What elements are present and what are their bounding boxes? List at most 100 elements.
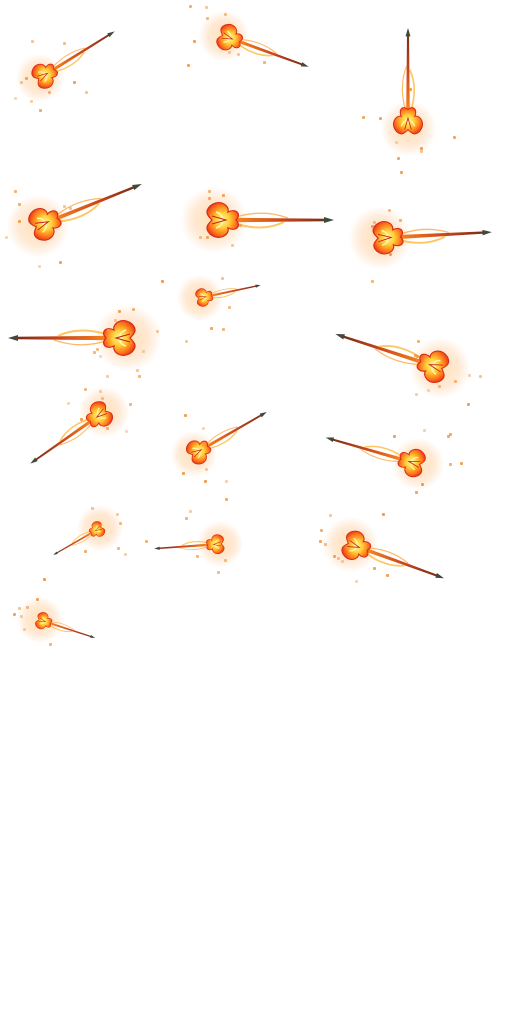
ember-spark bbox=[5, 236, 8, 239]
ember-spark bbox=[142, 350, 145, 353]
ember-spark bbox=[416, 355, 419, 358]
ember-spark bbox=[189, 510, 192, 513]
ember-spark bbox=[420, 150, 423, 153]
ember-spark bbox=[38, 265, 41, 268]
ember-spark bbox=[319, 540, 322, 543]
ember-spark bbox=[371, 280, 374, 283]
flaming-staff-icon bbox=[338, 527, 450, 593]
ember-spark bbox=[225, 498, 228, 501]
ember-spark bbox=[371, 225, 374, 228]
ember-spark bbox=[217, 571, 220, 574]
ember-spark bbox=[203, 443, 206, 446]
flaming-staff-icon bbox=[152, 533, 226, 559]
ember-spark bbox=[388, 209, 391, 212]
ember-spark bbox=[69, 207, 72, 210]
ember-spark bbox=[447, 435, 450, 438]
ember-spark bbox=[415, 491, 418, 494]
ember-spark bbox=[184, 414, 187, 417]
ember-spark bbox=[400, 171, 403, 174]
ember-spark bbox=[138, 375, 141, 378]
ember-spark bbox=[324, 543, 327, 546]
ember-spark bbox=[91, 507, 94, 510]
ember-spark bbox=[124, 553, 127, 556]
ember-spark bbox=[26, 606, 29, 609]
ember-spark bbox=[460, 462, 463, 465]
ember-spark bbox=[199, 236, 202, 239]
ember-spark bbox=[23, 628, 26, 631]
ember-spark bbox=[222, 328, 225, 331]
ember-spark bbox=[399, 219, 402, 222]
ember-spark bbox=[20, 615, 23, 618]
ember-spark bbox=[39, 109, 42, 112]
ember-spark bbox=[18, 220, 21, 223]
flaming-staff-icon bbox=[321, 423, 429, 480]
ember-spark bbox=[438, 385, 441, 388]
flaming-staff-icon bbox=[205, 201, 335, 239]
ember-spark bbox=[63, 205, 66, 208]
ember-spark bbox=[205, 6, 208, 9]
ember-spark bbox=[362, 116, 365, 119]
ember-spark bbox=[14, 97, 17, 100]
ember-spark bbox=[202, 427, 205, 430]
ember-spark bbox=[116, 513, 119, 516]
ember-spark bbox=[118, 310, 121, 313]
ember-spark bbox=[80, 418, 83, 421]
ember-spark bbox=[156, 330, 159, 333]
ember-spark bbox=[231, 244, 234, 247]
ember-spark bbox=[210, 327, 213, 330]
ember-spark bbox=[101, 397, 104, 400]
ember-spark bbox=[221, 277, 224, 280]
ember-spark bbox=[224, 13, 227, 16]
ember-spark bbox=[106, 375, 109, 378]
ember-spark bbox=[228, 51, 231, 54]
ember-spark bbox=[427, 389, 430, 392]
flaming-staff-icon bbox=[213, 21, 314, 80]
ember-spark bbox=[193, 40, 196, 43]
ember-spark bbox=[393, 435, 396, 438]
ember-spark bbox=[136, 369, 139, 372]
ember-spark bbox=[417, 340, 420, 343]
ember-spark bbox=[13, 613, 16, 616]
ember-spark bbox=[449, 433, 452, 436]
ember-spark bbox=[468, 374, 471, 377]
ember-spark bbox=[333, 555, 336, 558]
ember-spark bbox=[18, 607, 21, 610]
ember-spark bbox=[161, 280, 164, 283]
ember-spark bbox=[85, 91, 88, 94]
ember-spark bbox=[204, 480, 207, 483]
ember-spark bbox=[423, 429, 426, 432]
ember-spark bbox=[228, 306, 231, 309]
ember-spark bbox=[205, 468, 208, 471]
ember-spark bbox=[119, 522, 122, 525]
ember-spark bbox=[320, 529, 323, 532]
ember-spark bbox=[187, 64, 190, 67]
ember-spark bbox=[48, 91, 51, 94]
ember-spark bbox=[373, 221, 376, 224]
ember-spark bbox=[145, 540, 148, 543]
ember-spark bbox=[208, 190, 211, 193]
ember-spark bbox=[25, 77, 28, 80]
ember-spark bbox=[185, 340, 188, 343]
ember-spark bbox=[93, 351, 96, 354]
ember-spark bbox=[397, 157, 400, 160]
ember-spark bbox=[73, 81, 76, 84]
ember-spark bbox=[224, 559, 227, 562]
ember-spark bbox=[206, 17, 209, 20]
ember-spark bbox=[382, 513, 385, 516]
ember-spark bbox=[263, 61, 266, 64]
ember-spark bbox=[49, 643, 52, 646]
ember-spark bbox=[84, 550, 87, 553]
ember-spark bbox=[114, 319, 117, 322]
flaming-staff-icon bbox=[28, 19, 123, 93]
ember-spark bbox=[222, 194, 225, 197]
ember-spark bbox=[59, 261, 62, 264]
ember-spark bbox=[479, 375, 482, 378]
ember-spark bbox=[125, 430, 128, 433]
ember-spark bbox=[341, 560, 344, 563]
ember-spark bbox=[467, 403, 470, 406]
ember-spark bbox=[196, 555, 199, 558]
ember-spark bbox=[414, 354, 417, 357]
ember-spark bbox=[421, 483, 424, 486]
ember-spark bbox=[67, 402, 70, 405]
ember-spark bbox=[453, 136, 456, 139]
